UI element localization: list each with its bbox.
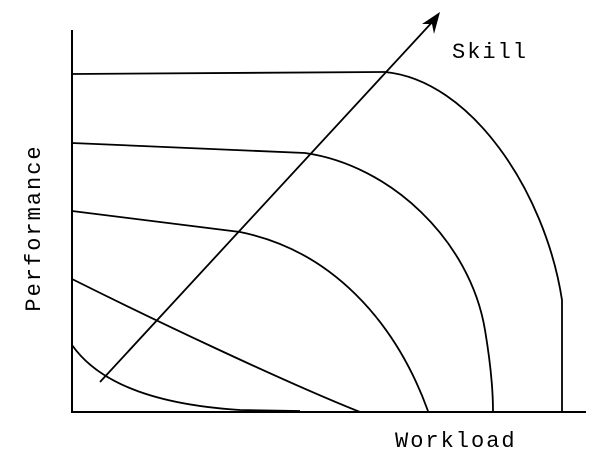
x-axis-label: Workload xyxy=(395,429,517,454)
curve xyxy=(71,210,429,412)
y-axis-label: Performance xyxy=(22,144,47,311)
skill-arrow xyxy=(99,17,437,383)
curve xyxy=(71,142,494,412)
arrow-head xyxy=(422,12,440,34)
curve xyxy=(71,344,301,412)
arrow-label: Skill xyxy=(452,40,528,65)
curve xyxy=(71,278,361,413)
curve xyxy=(71,71,563,411)
